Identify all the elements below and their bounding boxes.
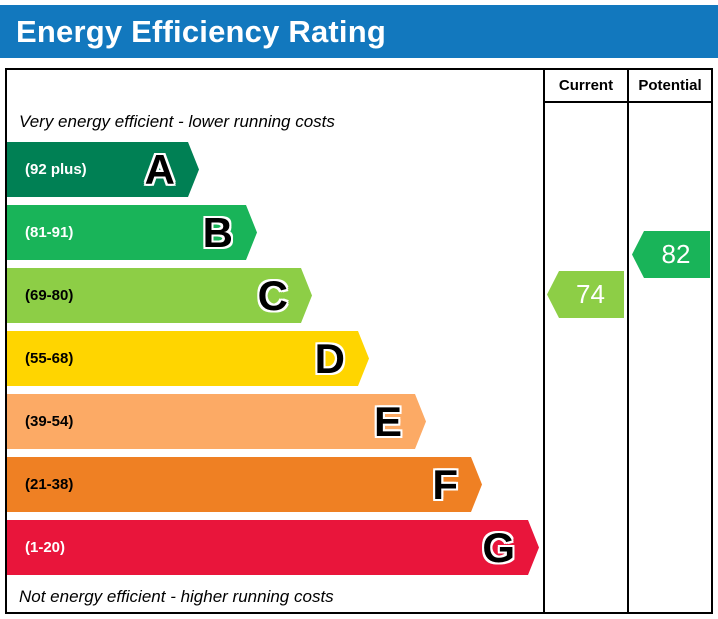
band-a-letter: A — [144, 145, 175, 193]
band-d: (55-68) D — [7, 331, 369, 386]
band-b: (81-91) B — [7, 205, 257, 260]
current-column-header: Current — [545, 70, 627, 103]
band-f-letter: F — [432, 460, 458, 508]
band-e-letter: E — [373, 397, 402, 445]
potential-rating-arrow: 82 — [632, 231, 710, 278]
chart-frame: Very energy efficient - lower running co… — [5, 68, 713, 614]
band-b-letter: B — [202, 208, 233, 256]
band-a: (92 plus) A — [7, 142, 199, 197]
band-c-letter: C — [257, 271, 288, 319]
potential-column: Potential — [627, 70, 711, 612]
current-rating-arrow: 74 — [547, 271, 624, 318]
current-column: Current — [543, 70, 627, 612]
band-g-letter: G — [482, 523, 515, 571]
band-e-range: (39-54) — [25, 413, 74, 430]
bottom-note: Not energy efficient - higher running co… — [19, 587, 334, 606]
band-d-range: (55-68) — [25, 350, 74, 367]
potential-column-header: Potential — [629, 70, 711, 103]
current-rating-value: 74 — [576, 279, 605, 309]
band-f-range: (21-38) — [25, 476, 74, 493]
potential-rating-value: 82 — [661, 239, 691, 269]
band-c-range: (69-80) — [25, 287, 74, 304]
band-f: (21-38) F — [7, 457, 482, 512]
band-a-range: (92 plus) — [25, 161, 87, 178]
page-title: Energy Efficiency Rating — [16, 13, 387, 49]
band-g-range: (1-20) — [25, 539, 66, 556]
title-bar: Energy Efficiency Rating — [0, 5, 718, 58]
band-g: (1-20) G — [7, 520, 539, 575]
band-e: (39-54) E — [7, 394, 426, 449]
band-d-letter: D — [314, 334, 345, 382]
top-note: Very energy efficient - lower running co… — [19, 112, 335, 131]
band-c: (69-80) C — [7, 268, 312, 323]
band-b-range: (81-91) — [25, 224, 74, 241]
